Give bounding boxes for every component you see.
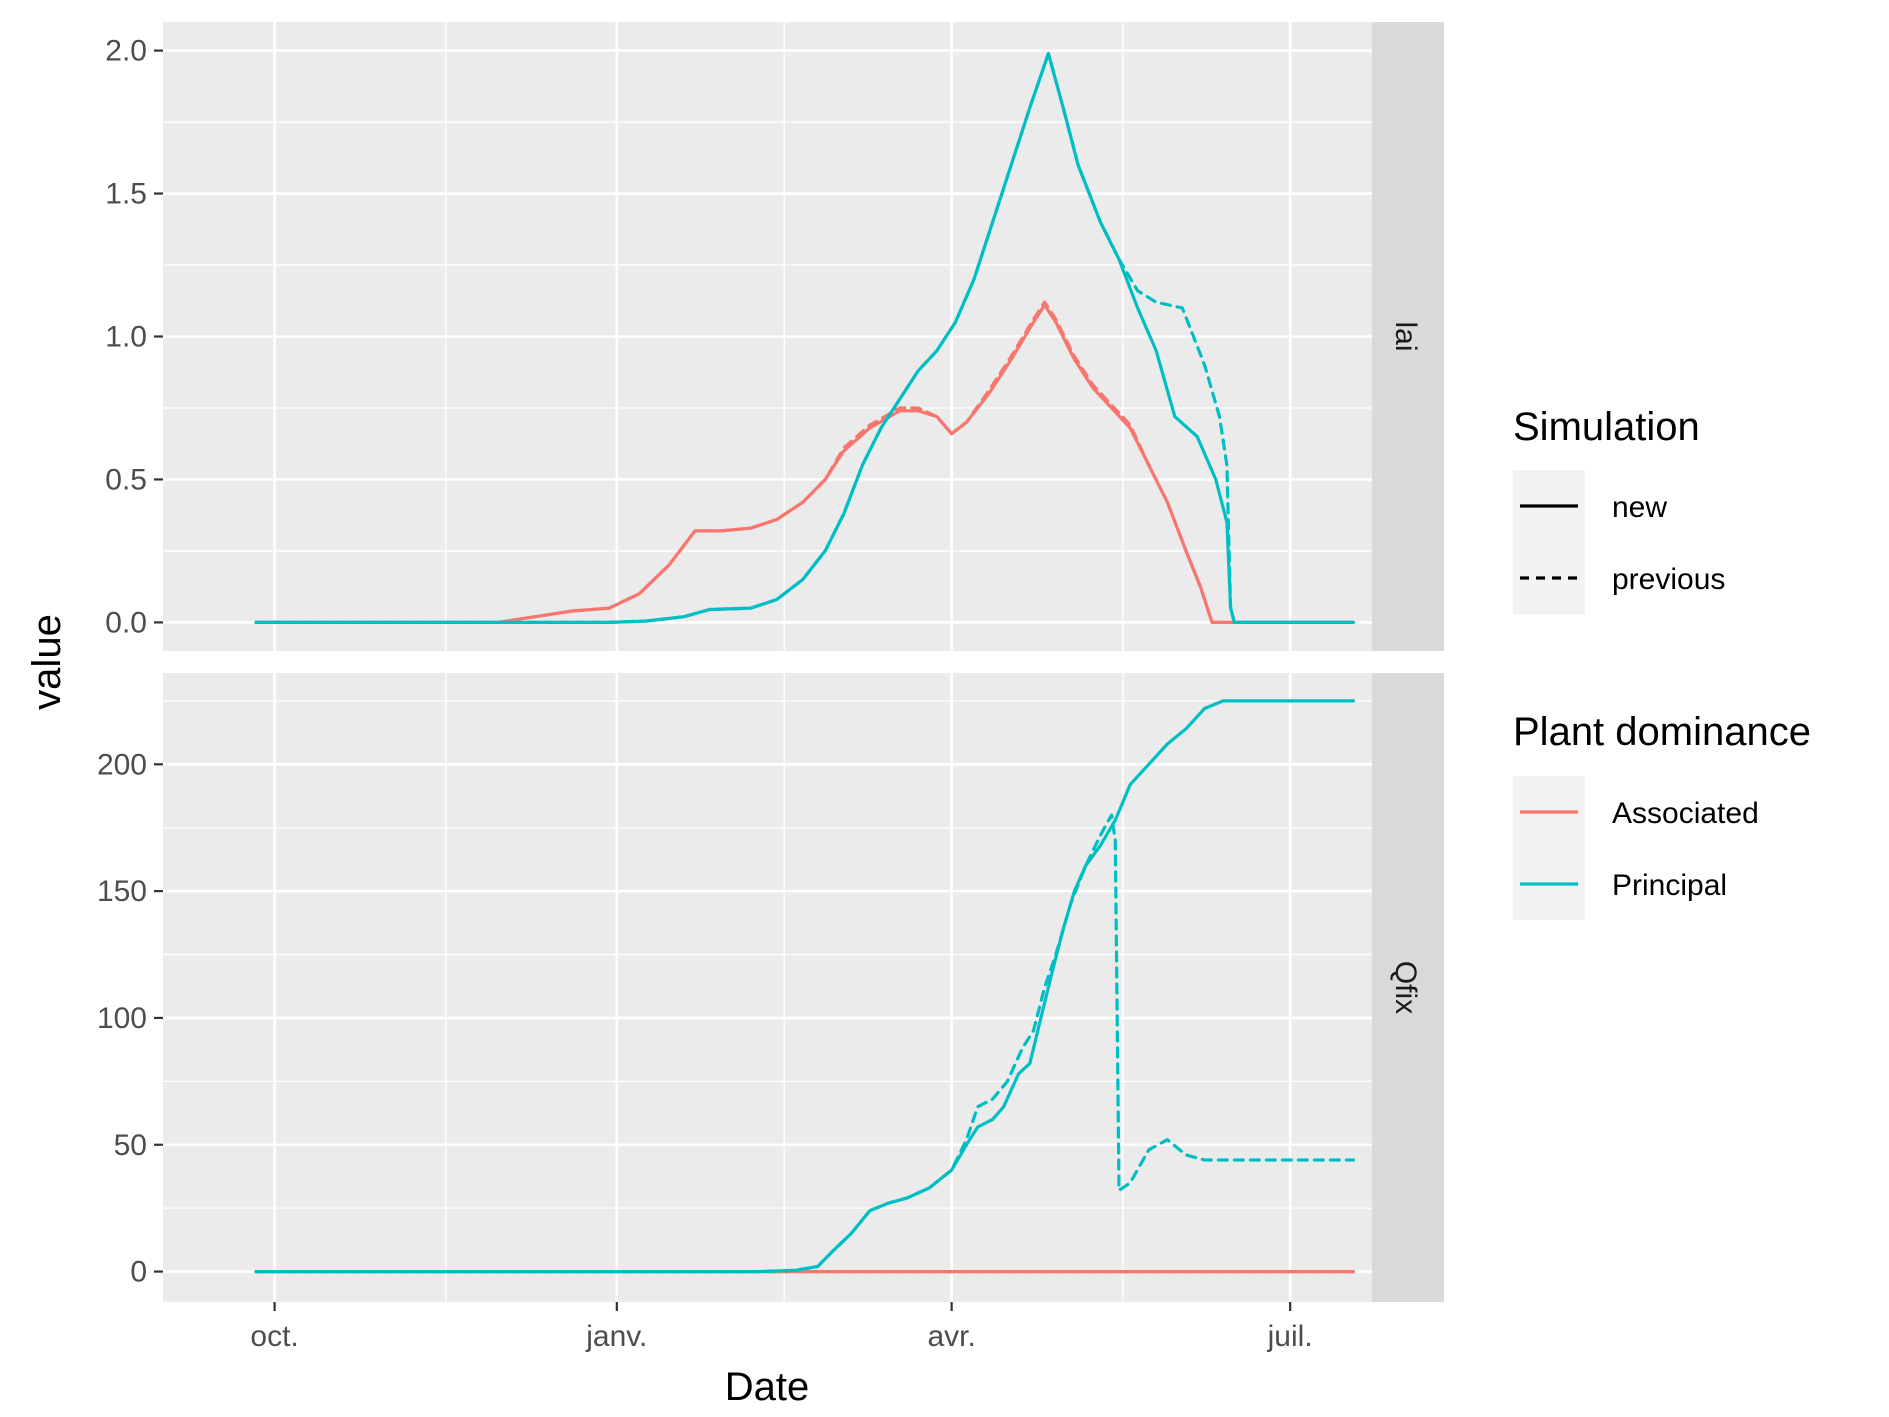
panel-qfix-background bbox=[163, 673, 1372, 1302]
legend-label-new: new bbox=[1612, 491, 1667, 524]
x-axis: oct. janv. avr. juil. bbox=[250, 1302, 1313, 1353]
x-axis-title: Date bbox=[725, 1365, 810, 1409]
legend-label-principal: Principal bbox=[1612, 869, 1727, 902]
panel-qfix-series bbox=[254, 699, 1355, 1274]
y-tick-label-lai: 0.5 bbox=[105, 463, 147, 496]
y-tick-label-lai: 1.5 bbox=[105, 178, 147, 211]
y-tick-label-qfix: 150 bbox=[97, 875, 147, 908]
y-tick-label-lai: 1.0 bbox=[105, 321, 147, 354]
strip-label-lai: lai bbox=[1389, 321, 1422, 351]
y-tick-label-qfix: 0 bbox=[130, 1256, 147, 1289]
x-tick-label: oct. bbox=[250, 1320, 298, 1353]
series-lai-associated-previous bbox=[254, 300, 1355, 624]
legend-label-previous: previous bbox=[1612, 563, 1725, 596]
series-qfix-principal-previous bbox=[254, 813, 1355, 1274]
strip-lai-background bbox=[1372, 22, 1444, 651]
x-tick-label: janv. bbox=[585, 1320, 647, 1353]
legend-simulation: Simulation new previous bbox=[1513, 405, 1725, 614]
panel-lai-y-axis: 0.0 0.5 1.0 1.5 2.0 bbox=[105, 35, 163, 639]
y-tick-label-qfix: 50 bbox=[114, 1129, 147, 1162]
y-tick-label-qfix: 100 bbox=[97, 1002, 147, 1035]
y-tick-label-lai: 2.0 bbox=[105, 35, 147, 68]
y-tick-label-lai: 0.0 bbox=[105, 606, 147, 639]
series-lai-principal-previous bbox=[254, 51, 1355, 624]
strip-qfix-background bbox=[1372, 673, 1444, 1302]
y-axis-title: value bbox=[25, 614, 69, 710]
strip-label-qfix: Qfix bbox=[1389, 961, 1422, 1014]
x-tick-label: avr. bbox=[927, 1320, 975, 1353]
panel-lai-series bbox=[254, 51, 1355, 624]
legend-simulation-title: Simulation bbox=[1513, 405, 1700, 449]
legend-label-associated: Associated bbox=[1612, 797, 1759, 830]
panel-qfix-y-axis: 0 50 100 150 200 bbox=[97, 748, 163, 1289]
legend-plant-dominance-title: Plant dominance bbox=[1513, 710, 1811, 754]
x-tick-label: juil. bbox=[1267, 1320, 1313, 1353]
y-tick-label-qfix: 200 bbox=[97, 748, 147, 781]
legend-plant-dominance: Plant dominance Associated Principal bbox=[1513, 710, 1811, 920]
